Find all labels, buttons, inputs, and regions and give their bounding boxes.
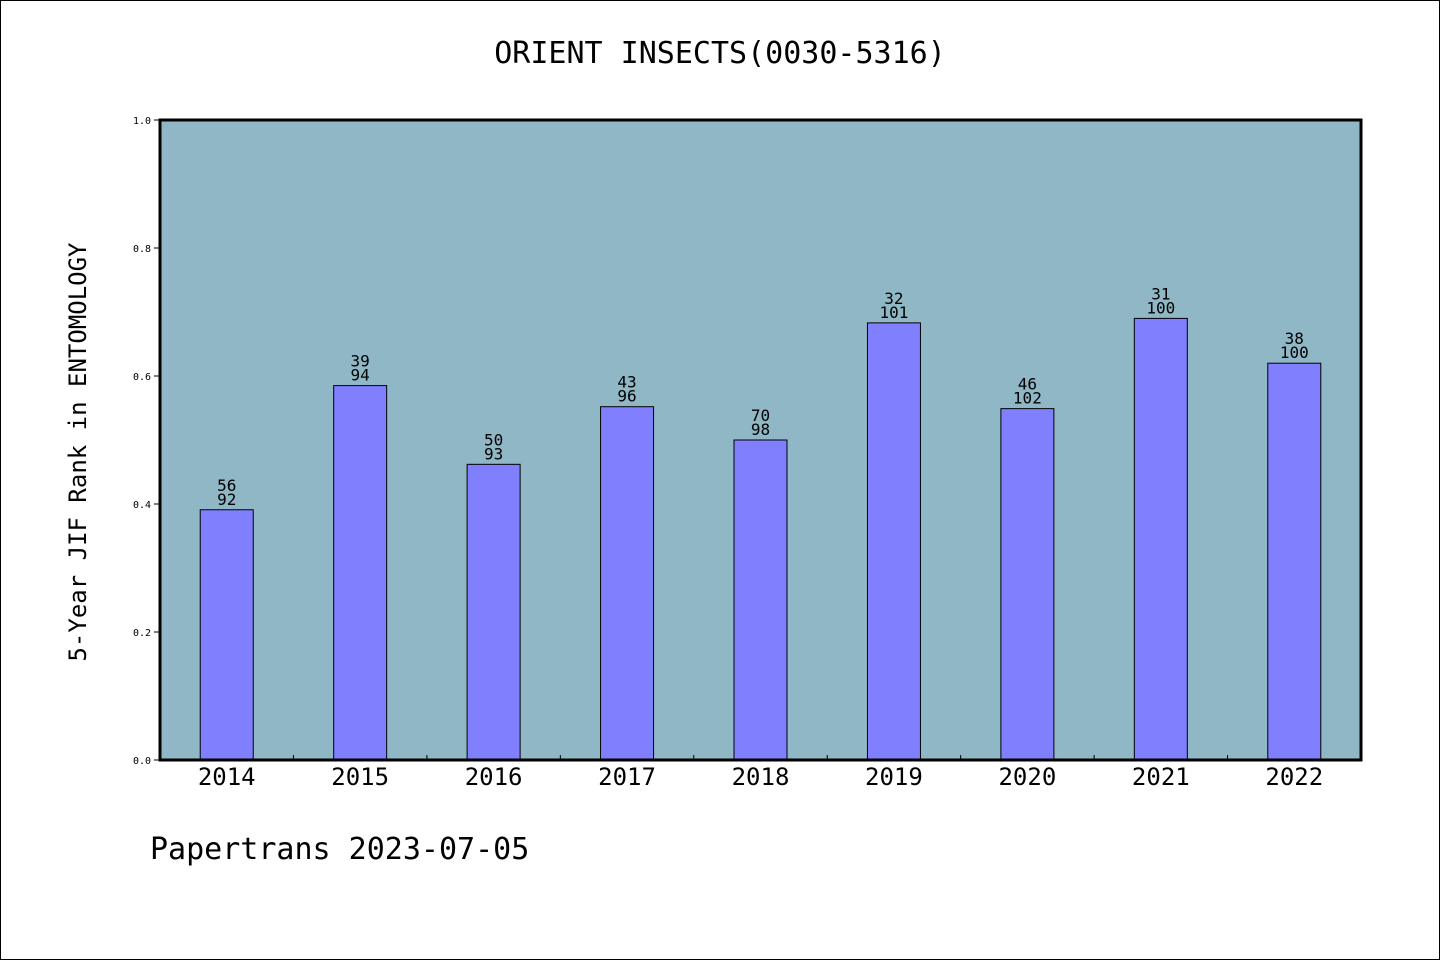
x-tick-label: 2021 [1132,763,1190,791]
x-tick-label: 2014 [198,763,256,791]
y-tick-label: 1.0 [133,116,151,127]
bar-label-rank: 70 [751,406,770,425]
footer-credit: Papertrans 2023-07-05 [150,832,530,867]
bar-label-total: 100 [1146,298,1175,317]
bar-label-total: 102 [1013,389,1042,408]
y-tick-label: 0.2 [133,628,151,639]
bar-2020 [1000,408,1055,761]
x-tick-label: 2020 [998,763,1056,791]
x-tick-label: 2016 [465,763,523,791]
bar-label-rank: 50 [484,430,503,449]
y-tick-label: 0.6 [133,372,151,383]
y-tick-label: 0.4 [133,500,151,511]
bar-label-rank: 39 [351,352,370,371]
bar-label-rank: 46 [1018,375,1037,394]
x-tick-label: 2018 [732,763,790,791]
bar-2016 [466,463,521,761]
bar-2014 [199,509,254,761]
chart-title: ORIENT INSECTS(0030-5316) [494,36,946,71]
bar-2019 [866,322,921,761]
bar-label-rank: 43 [617,373,636,392]
bar-label-total: 93 [484,444,503,463]
bar-label-rank: 32 [884,289,903,308]
bar-label-total: 94 [351,366,370,385]
y-tick-label: 0.0 [133,756,151,767]
x-tick-label: 2015 [331,763,389,791]
bar-2022 [1267,362,1322,761]
bar-2017 [600,406,655,761]
y-tick-label: 0.8 [133,244,151,255]
bar-label-rank: 38 [1285,329,1304,348]
bar-label-total: 101 [879,303,908,322]
bar-2015 [333,385,388,761]
bar-label-total: 92 [217,490,236,509]
bar-label-total: 96 [617,387,636,406]
x-tick-label: 2017 [598,763,656,791]
bar-label-total: 100 [1280,343,1309,362]
bar-2021 [1133,317,1188,761]
bar-label-rank: 56 [217,476,236,495]
x-tick-label: 2019 [865,763,923,791]
bar-label-rank: 31 [1151,284,1170,303]
bar-2018 [733,439,788,761]
bar-label-total: 98 [751,420,770,439]
plot-border [158,118,1363,762]
x-tick-label: 2022 [1265,763,1323,791]
